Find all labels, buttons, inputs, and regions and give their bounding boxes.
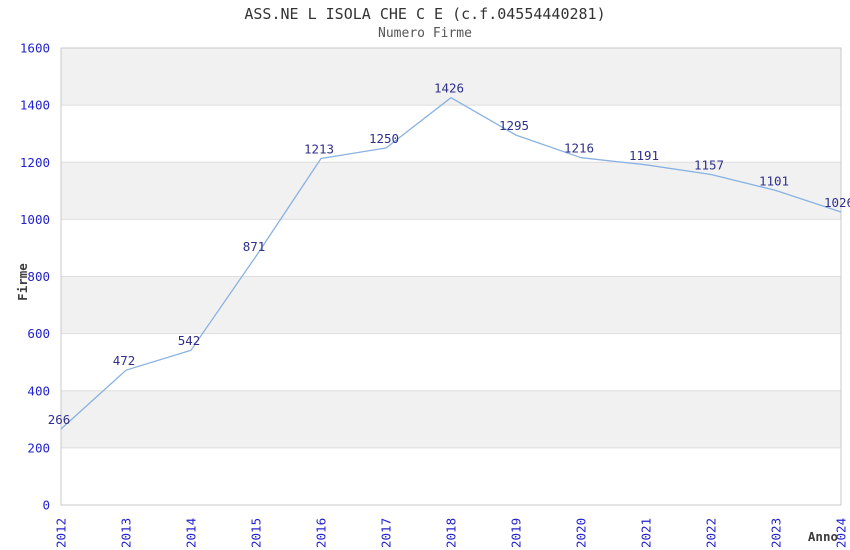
y-tick-label: 600 <box>27 326 50 341</box>
y-axis-title: Firme <box>15 263 30 301</box>
data-point-label: 1213 <box>304 142 334 157</box>
x-axis-title: Anno <box>808 529 838 544</box>
plot-band <box>61 390 841 448</box>
y-tick-label: 1000 <box>20 212 50 227</box>
data-point-label: 871 <box>243 239 266 254</box>
plot-band <box>61 48 841 106</box>
x-tick-label: 2016 <box>314 518 329 548</box>
y-tick-label: 1200 <box>20 155 50 170</box>
data-point-label: 1026 <box>824 195 850 210</box>
chart-subtitle: Numero Firme <box>378 26 472 41</box>
plot-border <box>60 47 842 506</box>
data-point-label: 1216 <box>564 141 594 156</box>
data-point-label: 1191 <box>629 148 659 163</box>
x-tick-label: 2020 <box>574 518 589 548</box>
chart-title: ASS.NE L ISOLA CHE C E (c.f.04554440281) <box>244 5 606 23</box>
x-tick-label: 2019 <box>509 518 524 548</box>
series-line <box>60 97 842 430</box>
plot-band <box>61 162 841 220</box>
data-point-label: 1295 <box>499 118 529 133</box>
x-tick-label: 2018 <box>444 518 459 548</box>
x-tick-label: 2024 <box>834 518 849 548</box>
x-tick-label: 2017 <box>379 518 394 548</box>
y-tick-label: 0 <box>42 498 50 513</box>
x-tick-label: 2021 <box>639 518 654 548</box>
x-tick-label: 2013 <box>119 518 134 548</box>
data-point-label: 1101 <box>759 174 789 189</box>
data-point-label: 1157 <box>694 158 724 173</box>
x-tick-label: 2012 <box>54 518 69 548</box>
data-point-label: 472 <box>113 353 136 368</box>
y-tick-label: 1600 <box>20 41 50 56</box>
plot-band <box>61 276 841 334</box>
data-point-label: 542 <box>178 333 201 348</box>
data-point-label: 1250 <box>369 131 399 146</box>
x-tick-label: 2015 <box>249 518 264 548</box>
x-tick-label: 2023 <box>769 518 784 548</box>
x-tick-label: 2014 <box>184 518 199 548</box>
data-point-label: 1426 <box>434 81 464 96</box>
y-tick-label: 400 <box>27 383 50 398</box>
y-tick-label: 1400 <box>20 98 50 113</box>
y-tick-label: 800 <box>27 269 50 284</box>
data-point-label: 266 <box>48 412 71 427</box>
x-tick-label: 2022 <box>704 518 719 548</box>
y-tick-label: 200 <box>27 440 50 455</box>
